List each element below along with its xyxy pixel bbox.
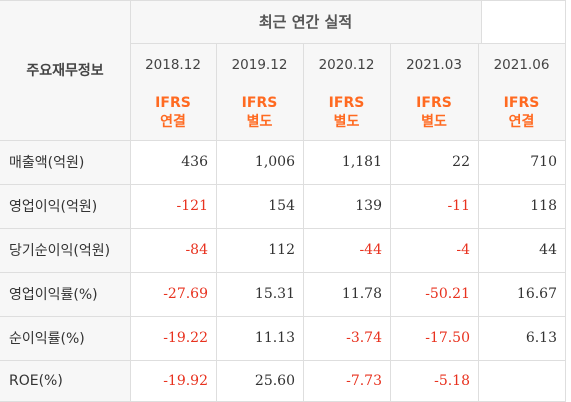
title-right-border: [481, 0, 482, 43]
period-header: 2021.06: [493, 56, 550, 73]
standard-scope: 별도: [333, 114, 360, 130]
value-cell: 6.13: [525, 330, 557, 346]
standard-name: IFRS: [328, 95, 365, 111]
accounting-standard: IFRS 연결: [478, 86, 565, 140]
value-cell: -44: [359, 242, 382, 258]
value-cell: -121: [176, 198, 208, 214]
header-divider: [0, 140, 565, 141]
value-cell: -19.22: [163, 330, 208, 346]
value-cell: 1,006: [254, 154, 295, 170]
table-title: 최근 연간 실적: [258, 13, 353, 31]
col-divider: [216, 43, 217, 402]
value-cell: [478, 360, 565, 402]
value-cell: -19.92: [163, 373, 208, 389]
title-divider: [130, 43, 565, 44]
period-header: 2020.12: [318, 56, 375, 73]
standard-scope: 연결: [160, 114, 186, 130]
accounting-standard: IFRS 별도: [216, 86, 303, 140]
row-header-background: [0, 140, 130, 402]
accounting-standard: IFRS 별도: [303, 86, 390, 140]
value-cell: 710: [530, 154, 557, 170]
value-cell: 11.78: [341, 286, 382, 302]
value-cell: 16.67: [516, 286, 557, 302]
top-border: [0, 0, 565, 1]
row-divider: [0, 360, 565, 361]
row-label: 영업이익률(%): [9, 287, 98, 303]
standard-scope: 별도: [246, 114, 273, 130]
value-cell: 436: [181, 154, 208, 170]
value-cell: 25.60: [254, 373, 295, 389]
value-cell: 154: [268, 198, 295, 214]
header-background: [0, 0, 565, 140]
value-cell: 112: [268, 242, 295, 258]
value-cell: -3.74: [346, 330, 382, 346]
col-divider: [130, 0, 131, 402]
accounting-standard: IFRS 별도: [390, 86, 478, 140]
value-cell: 44: [539, 242, 557, 258]
standard-name: IFRS: [503, 95, 540, 111]
row-label: 매출액(억원): [9, 155, 85, 171]
row-divider: [0, 184, 565, 185]
value-cell: -84: [185, 242, 208, 258]
row-header-title: 주요재무정보: [26, 63, 104, 79]
row-label: ROE(%): [9, 373, 63, 389]
value-cell: -11: [447, 198, 470, 214]
row-divider: [0, 228, 565, 229]
value-cell: -17.50: [425, 330, 470, 346]
value-cell: -27.69: [163, 286, 208, 302]
value-cell: -7.73: [346, 373, 382, 389]
row-divider: [0, 316, 565, 317]
col-divider: [303, 43, 304, 402]
right-border: [565, 0, 566, 402]
period-header: 2019.12: [231, 56, 288, 73]
value-cell: 118: [530, 198, 557, 214]
row-label: 영업이익(억원): [9, 199, 98, 215]
col-divider: [478, 43, 479, 402]
standard-scope: 연결: [508, 114, 535, 130]
value-cell: 139: [355, 198, 382, 214]
row-label: 순이익률(%): [9, 331, 85, 347]
row-label: 당기순이익(억원): [9, 243, 111, 259]
period-header: 2018.12: [145, 56, 201, 73]
value-cell: -50.21: [425, 286, 470, 302]
value-cell: -4: [456, 242, 470, 258]
value-cell: 22: [452, 154, 470, 170]
accounting-standard: IFRS 연결: [130, 86, 216, 140]
value-cell: 15.31: [254, 286, 295, 302]
value-cell: 11.13: [254, 330, 295, 346]
title-blank-area: [481, 0, 565, 43]
period-header: 2021.03: [406, 56, 462, 73]
standard-name: IFRS: [241, 95, 278, 111]
value-cell: 1,181: [341, 154, 382, 170]
standard-name: IFRS: [416, 95, 452, 111]
standard-scope: 별도: [421, 114, 447, 130]
standard-name: IFRS: [155, 95, 191, 111]
row-divider: [0, 272, 565, 273]
value-cell: -5.18: [434, 373, 470, 389]
col-divider: [390, 43, 391, 402]
